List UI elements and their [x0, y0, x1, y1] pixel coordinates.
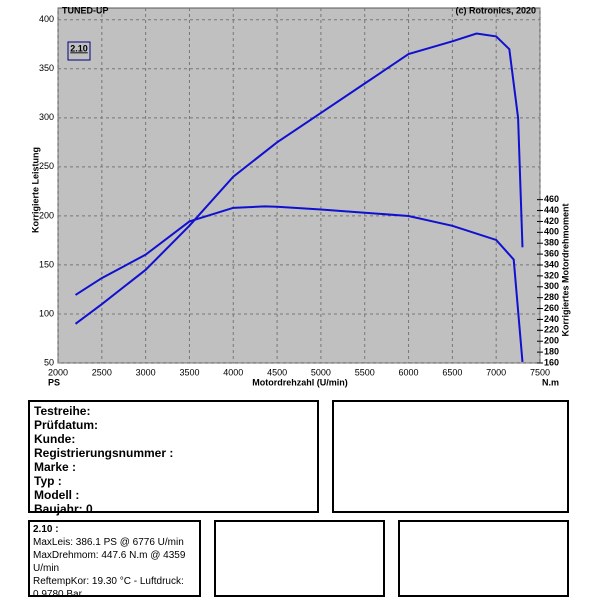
y-tick-label: 200 [39, 210, 54, 220]
y2-tick-label: 320 [544, 270, 559, 280]
y-tick-label: 150 [39, 259, 54, 269]
results-box: 2.10 : MaxLeis: 386.1 PS @ 6776 U/min Ma… [28, 520, 201, 600]
info-field: Kunde: [34, 432, 76, 446]
chart-title: TUNED-UP [62, 5, 109, 15]
legend-box [67, 41, 91, 61]
x-tick-label: 7000 [486, 367, 506, 377]
y2-tick-label: 340 [544, 259, 559, 269]
x-tick-label: 4000 [223, 367, 243, 377]
info-field: Marke : [34, 460, 77, 474]
y2-tick-label: 460 [544, 194, 559, 204]
result-line: ReftempKor: 19.30 °C - Luftdruck: 0.9780… [33, 576, 184, 600]
y-unit: PS [48, 377, 60, 387]
y2-tick-label: 260 [544, 303, 559, 313]
y-tick-label: 300 [39, 112, 54, 122]
y-axis-label: Korrigierte Leistung [30, 147, 40, 233]
result-line: MaxLeis: 386.1 PS @ 6776 U/min [33, 537, 184, 548]
y2-tick-label: 280 [544, 292, 559, 302]
y2-axis-label: Korrigiertes Motordrehmoment [560, 203, 570, 336]
empty-box [398, 520, 569, 597]
info-field: Typ : [34, 474, 62, 488]
info-field: Testreihe: [34, 404, 91, 418]
y2-tick-label: 440 [544, 205, 559, 215]
x-tick-label: 5000 [311, 367, 331, 377]
info-field: Prüfdatum: [34, 418, 98, 432]
chart: TUNED-UP (c) Rotronics, 2020 2.10 Korrig… [30, 5, 570, 387]
y2-tick-label: 420 [544, 216, 559, 226]
y2-tick-label: 160 [544, 357, 559, 367]
y2-tick-label: 360 [544, 248, 559, 258]
info-field: Baujahr: 0 [34, 502, 93, 516]
x-tick-label: 4500 [267, 367, 287, 377]
plot-area [57, 7, 541, 364]
empty-box [332, 400, 569, 513]
x-tick-label: 2500 [92, 367, 112, 377]
y-tick-label: 400 [39, 14, 54, 24]
x-tick-label: 3500 [179, 367, 199, 377]
y2-unit: N.m [542, 377, 559, 387]
results-heading: 2.10 : [33, 524, 59, 535]
empty-box [214, 520, 385, 597]
info-box: Testreihe: Prüfdatum: Kunde: Registrieru… [28, 400, 319, 516]
x-tick-label: 3000 [136, 367, 156, 377]
y2-tick-label: 220 [544, 325, 559, 335]
y-tick-label: 50 [44, 357, 54, 367]
y2-tick-label: 240 [544, 314, 559, 324]
legend-label: 2.10 [70, 43, 88, 53]
result-line: MaxDrehmom: 447.6 N.m @ 4359 U/min [33, 550, 186, 574]
y-tick-label: 350 [39, 63, 54, 73]
x-tick-label: 7500 [530, 367, 550, 377]
y2-tick-label: 380 [544, 238, 559, 248]
y2-tick-label: 200 [544, 336, 559, 346]
x-tick-label: 6000 [399, 367, 419, 377]
curve [74, 32, 524, 325]
curve [74, 205, 524, 362]
info-field: Registrierungsnummer : [34, 446, 174, 460]
x-axis-label: Motordrehzahl (U/min) [252, 377, 348, 387]
info-field: Modell : [34, 488, 80, 502]
y-tick-label: 250 [39, 161, 54, 171]
y2-tick-label: 180 [544, 346, 559, 356]
y-tick-label: 100 [39, 308, 54, 318]
y2-tick-label: 300 [544, 281, 559, 291]
x-tick-label: 2000 [48, 367, 68, 377]
x-tick-label: 5500 [355, 367, 375, 377]
y2-tick-label: 400 [544, 227, 559, 237]
x-tick-label: 6500 [442, 367, 462, 377]
